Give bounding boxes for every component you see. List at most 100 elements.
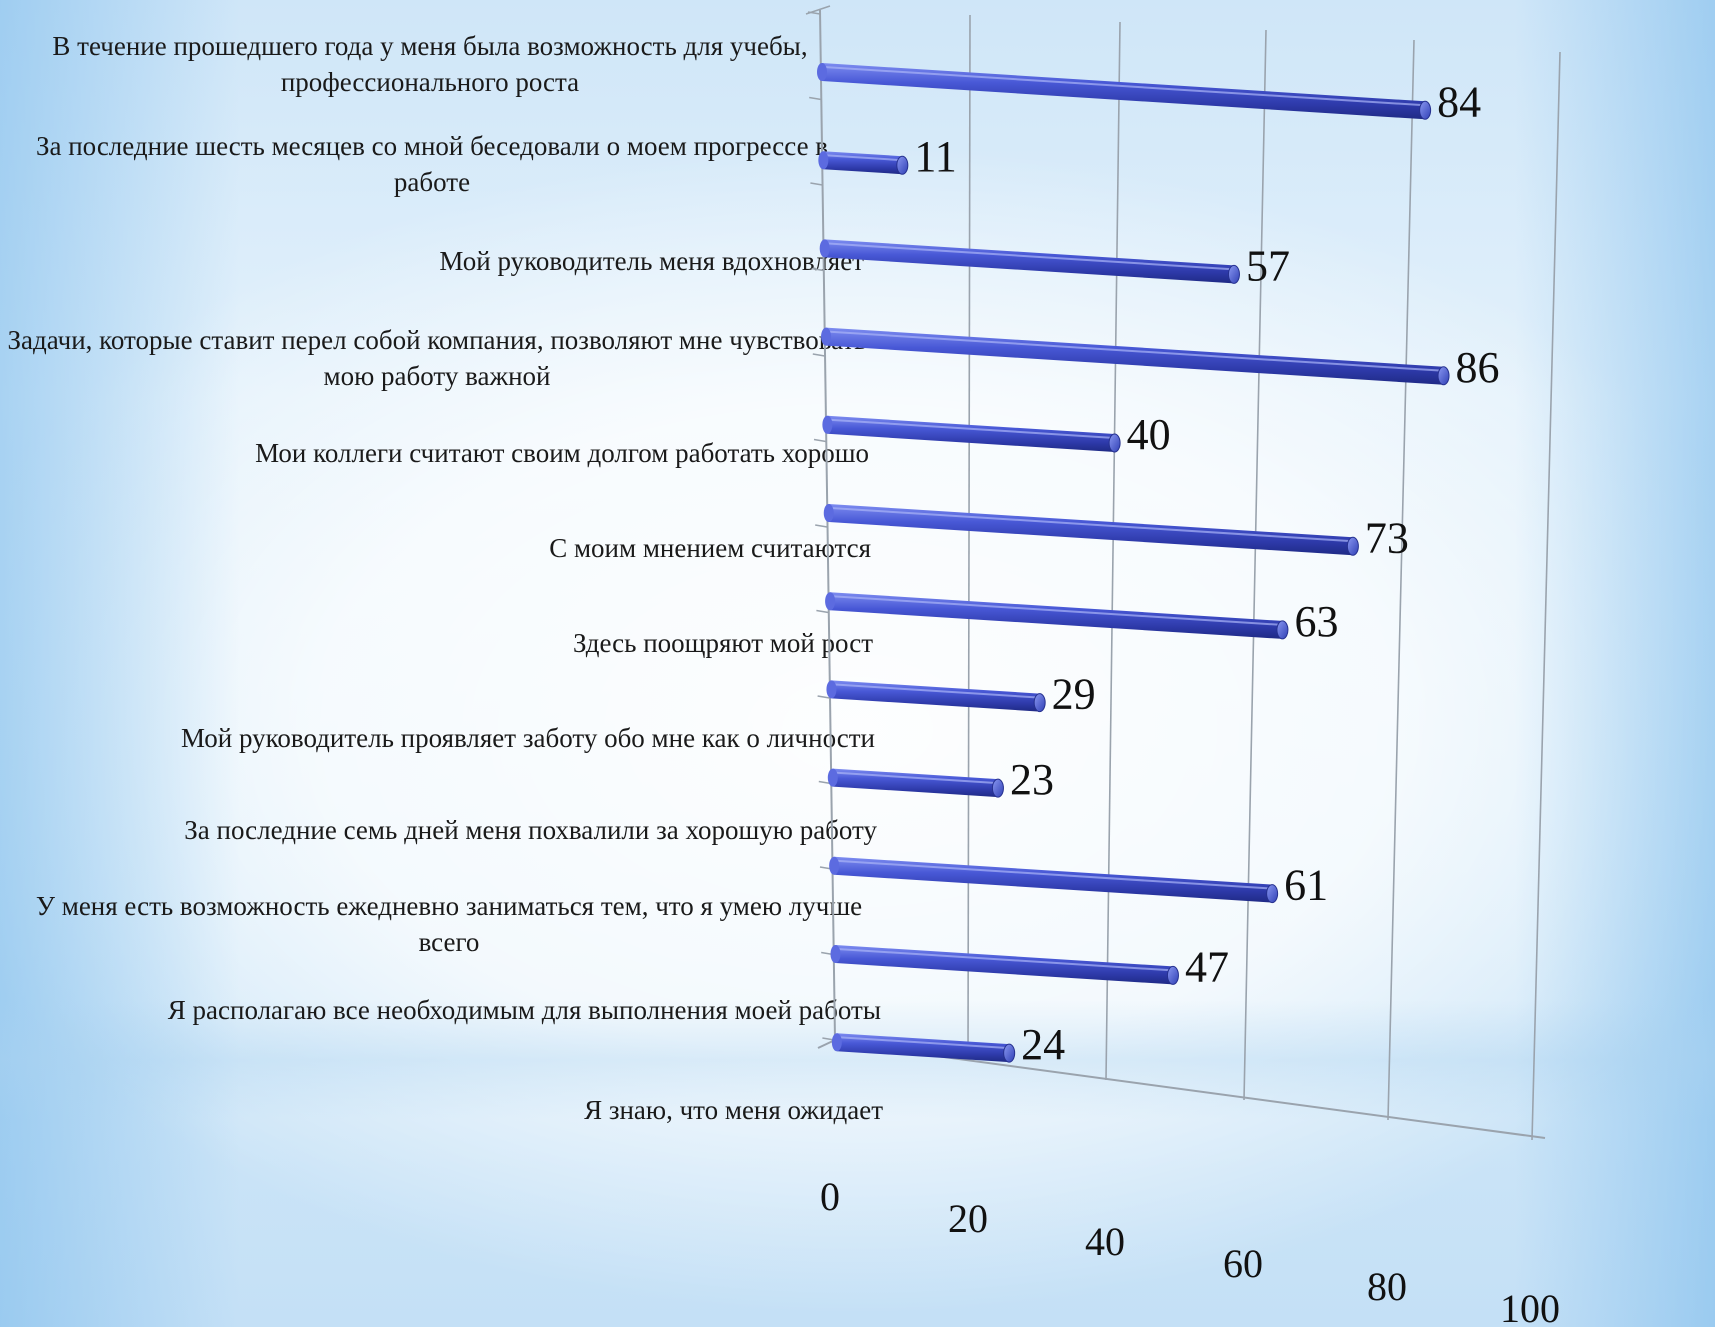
category-label: С моим мнением считаются — [549, 533, 871, 563]
category-label: Задачи, которые ставит перел собой компа… — [7, 325, 867, 391]
bar: 40 — [822, 410, 1171, 459]
bar-highlight — [836, 859, 1273, 890]
bar-highlight — [832, 595, 1283, 626]
bar-end-cap — [896, 155, 909, 175]
background-left-glow — [0, 0, 240, 1327]
gridline — [1531, 51, 1561, 1141]
background-right-glow — [1515, 0, 1715, 1327]
data-label: 73 — [1365, 513, 1409, 562]
bar-body — [823, 151, 903, 175]
data-label: 86 — [1456, 343, 1500, 392]
bar-highlight — [829, 418, 1115, 440]
x-tick-label: 0 — [820, 1174, 840, 1219]
data-label: 24 — [1021, 1020, 1065, 1069]
bar-highlight — [826, 242, 1235, 271]
bar-start-cap — [830, 945, 841, 963]
bar: 61 — [829, 856, 1328, 910]
bar: 47 — [830, 942, 1229, 991]
bar-start-cap — [825, 592, 836, 611]
bar-end-cap — [1227, 264, 1240, 284]
x-tick-label: 20 — [948, 1196, 988, 1241]
gridline — [1105, 21, 1121, 1081]
category-label: Мои коллеги считают своим долгом работат… — [255, 438, 869, 468]
bar: 63 — [825, 592, 1338, 646]
bar-end-cap — [1108, 433, 1121, 453]
bar-start-cap — [822, 415, 833, 434]
bar-highlight — [830, 507, 1353, 543]
category-tick-mark — [813, 438, 827, 443]
bar-highlight — [833, 683, 1040, 699]
bar-start-cap — [821, 327, 832, 346]
gridline — [1387, 39, 1415, 1121]
bar-start-cap — [818, 151, 829, 170]
bar: 84 — [817, 63, 1481, 126]
data-label: 23 — [1010, 755, 1054, 804]
bar-start-cap — [823, 504, 834, 522]
bar-start-cap — [829, 856, 840, 875]
x-tick-label: 100 — [1500, 1286, 1560, 1327]
category-label: Мой руководитель меня вдохновляет — [439, 246, 864, 276]
bar-body — [830, 592, 1283, 639]
bar-body — [832, 768, 998, 798]
data-label: 40 — [1127, 410, 1171, 459]
category-tick-mark — [812, 353, 825, 357]
category-label: За последние шесть месяцев со мной бесед… — [35, 131, 829, 197]
category-tick-mark — [807, 11, 821, 15]
bar-body — [826, 327, 1444, 385]
bar-highlight — [834, 771, 999, 785]
bar-start-cap — [826, 680, 837, 699]
category-label: Я знаю, что меня ожидает — [584, 1095, 883, 1125]
category-tick-mark — [809, 96, 822, 101]
x-tick-label: 40 — [1085, 1219, 1125, 1264]
bar-body — [834, 856, 1273, 903]
bar-start-cap — [831, 1033, 842, 1052]
category-tick-mark — [818, 780, 831, 785]
data-label: 57 — [1246, 241, 1290, 290]
bar-highlight — [838, 1036, 1010, 1050]
bar-body — [824, 239, 1234, 284]
bar: 57 — [819, 239, 1290, 290]
bar: 23 — [827, 755, 1054, 804]
category-tick-mark — [810, 182, 823, 186]
category-label: За последние семь дней меня похвалили за… — [184, 815, 877, 845]
bar: 29 — [826, 670, 1096, 719]
x-axis: 0 20 40 60 80 100 — [820, 1174, 1560, 1327]
bar-end-cap — [1437, 366, 1450, 386]
bar-end-cap — [1166, 965, 1179, 985]
category-tick-mark — [811, 267, 824, 272]
bar-body — [828, 504, 1353, 556]
x-tick-label: 80 — [1367, 1264, 1407, 1309]
bar: 24 — [831, 1020, 1065, 1069]
bar: 73 — [823, 504, 1409, 562]
bar: 11 — [818, 132, 957, 181]
category-label: Я располагаю все необходимым для выполне… — [167, 995, 881, 1025]
x-tick-label: 60 — [1223, 1241, 1263, 1286]
category-label: Мой руководитель проявляет заботу обо мн… — [180, 723, 875, 753]
gridline — [967, 14, 971, 1061]
data-label: 63 — [1294, 597, 1338, 646]
bar-end-cap — [1346, 536, 1359, 556]
category-label: Здесь поощряют мой рост — [572, 628, 873, 658]
bar-highlight — [837, 948, 1174, 972]
bar-start-cap — [817, 63, 827, 81]
data-label: 29 — [1052, 670, 1096, 719]
bar-end-cap — [1003, 1043, 1016, 1063]
category-label: У меня есть возможность ежедневно занима… — [35, 891, 863, 957]
bar-body — [827, 415, 1115, 453]
bar-highlight — [827, 330, 1444, 372]
bar-body — [836, 1033, 1010, 1063]
bar: 86 — [821, 327, 1500, 392]
category-label: В течение прошедшего года у меня была во… — [52, 31, 808, 97]
bar-body — [835, 945, 1173, 985]
bar-highlight — [825, 154, 903, 162]
background-band — [0, 1000, 1715, 1120]
data-label: 61 — [1284, 861, 1328, 910]
bar-end-cap — [1419, 100, 1432, 120]
bar-end-cap — [991, 778, 1004, 798]
bar-end-cap — [1266, 884, 1279, 904]
bar-start-cap — [827, 768, 838, 787]
data-label: 11 — [914, 132, 956, 181]
category-tick-mark — [816, 609, 829, 614]
bar-start-cap — [819, 239, 830, 258]
